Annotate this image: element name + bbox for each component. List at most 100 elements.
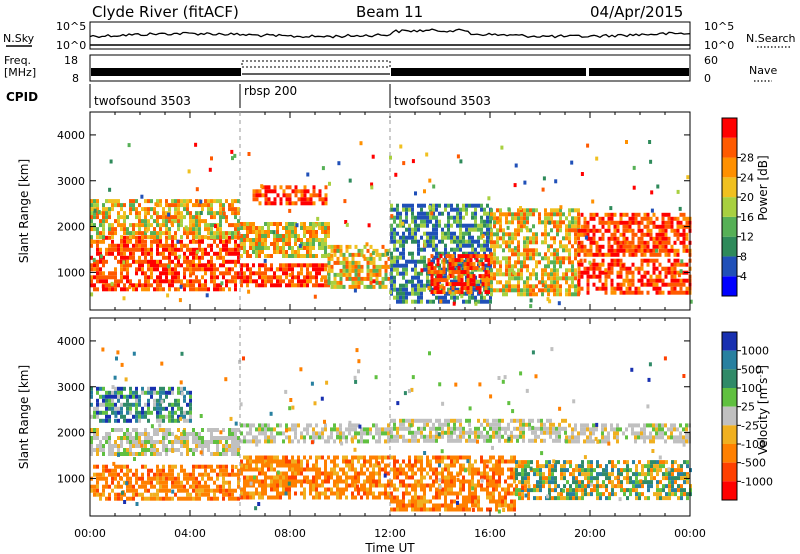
velocity-cell-764 (246, 483, 249, 488)
velocity-cell-1196 (306, 423, 309, 428)
velocity-cell-1581 (483, 475, 486, 480)
power-cell-1057 (288, 230, 291, 234)
power-cell-1964 (427, 258, 431, 263)
velocity-cell-183 (183, 476, 186, 481)
velocity-cell-184 (183, 484, 186, 489)
velocity-cell-686 (162, 390, 165, 395)
power-cell-2815 (598, 252, 602, 257)
velocity-cell-329 (111, 428, 114, 432)
velocity-cell-1335 (405, 503, 408, 508)
velocity-cell-889 (291, 463, 294, 468)
velocity-cell-1227 (339, 423, 342, 428)
velocity-cell-443 (180, 440, 183, 444)
power-cell-2761 (577, 240, 581, 245)
power-cell-183 (201, 287, 204, 292)
power-cell-2793 (589, 248, 593, 253)
power-cell-915 (309, 263, 312, 268)
power-cell-3146 (194, 142, 198, 147)
power-cell-116 (162, 279, 165, 284)
velocity-cell-790 (255, 491, 258, 496)
power-cell-816 (240, 279, 243, 284)
velocity-cell-1567 (477, 499, 480, 504)
power-cell-788 (228, 231, 231, 236)
power-cell-2960 (652, 252, 656, 257)
velocity-cell-314 (99, 444, 102, 448)
power-cell-1758 (456, 243, 459, 248)
power-cell-2517 (574, 236, 577, 241)
power-cell-2973 (658, 244, 662, 249)
power-cell-1765 (456, 287, 459, 292)
power-cell-2180 (505, 232, 508, 237)
power-cell-3165 (178, 298, 182, 303)
velocity-cell-1613 (495, 459, 498, 464)
power-cell-516 (108, 211, 111, 216)
power-cell-521 (111, 199, 114, 204)
power-cell-3014 (673, 248, 677, 253)
power-cell-157 (189, 263, 192, 268)
velocity-cell-1368 (417, 455, 420, 460)
power-cell-2120 (490, 284, 493, 289)
power-cell-1126 (318, 226, 321, 230)
power-cell-2054 (466, 274, 470, 279)
power-cell-178 (198, 287, 201, 292)
power-cell-2119 (490, 280, 493, 285)
power-cell-85 (144, 287, 147, 292)
power-cell-2691 (655, 290, 659, 295)
power-cell-1386 (390, 223, 393, 228)
power-cell-32 (108, 283, 111, 288)
power-cell-2609 (613, 262, 617, 267)
power-cell-3112 (591, 199, 595, 204)
power-cell-3161 (359, 141, 363, 146)
power-cell-2098 (487, 258, 491, 263)
power-cell-2948 (649, 228, 653, 233)
power-cell-694 (189, 199, 192, 204)
power-cell-1928 (486, 223, 489, 228)
power-cell-2663 (640, 290, 644, 295)
velocity-cell-1545 (471, 471, 474, 476)
velocity-cell-1418 (432, 483, 435, 488)
power-cell-304 (132, 259, 135, 264)
power-cell-2723 (673, 274, 677, 279)
power-cell-131 (171, 275, 174, 280)
power-cell-821 (243, 279, 246, 284)
nave-dotted-segment (241, 60, 391, 68)
velocity-cell-194 (189, 476, 192, 481)
power-cell-1841 (471, 223, 474, 228)
velocity-cell-1324 (402, 491, 405, 496)
velocity-cell-707 (171, 418, 174, 423)
velocity-cell-1461 (444, 499, 447, 504)
power-cell-158 (189, 267, 192, 272)
velocity-cell-521 (231, 436, 234, 440)
freq-label-line1: Freq. (4, 54, 31, 67)
power-cell-742 (207, 231, 210, 236)
power-cell-228 (234, 263, 237, 268)
power-cell-2334 (535, 236, 538, 241)
power-cell-1438 (399, 215, 402, 220)
power-cell-2452 (559, 264, 562, 269)
velocity-cell-218 (198, 492, 201, 497)
power-cell-3027 (679, 232, 683, 237)
velocity-cell-754 (243, 483, 246, 488)
power-cell-1360 (378, 264, 382, 269)
power-cell-2494 (568, 284, 571, 289)
power-cell-1095 (303, 254, 306, 258)
power-cell-1522 (414, 223, 417, 228)
power-cell-1129 (318, 246, 321, 250)
velocity-cell-1504 (459, 463, 462, 468)
power-cell-1946 (489, 219, 492, 224)
power-cell-1297 (351, 280, 355, 285)
velocity-cell-677 (159, 390, 162, 395)
power-cell-2224 (514, 216, 517, 221)
velocity-cell-100 (144, 464, 147, 469)
power-cell-419 (207, 235, 210, 240)
velocity-cell-1356 (414, 455, 417, 460)
power-cell-743 (210, 199, 213, 204)
power-cell-312 (138, 243, 141, 248)
power-cell-3153 (231, 156, 234, 161)
power-cell-2590 (604, 270, 608, 275)
power-cell-3116 (656, 184, 660, 189)
velocity-cell-923 (306, 459, 309, 464)
power-cell-2841 (610, 236, 614, 241)
power-cell-3044 (685, 248, 689, 253)
power-cell-768 (219, 215, 222, 220)
